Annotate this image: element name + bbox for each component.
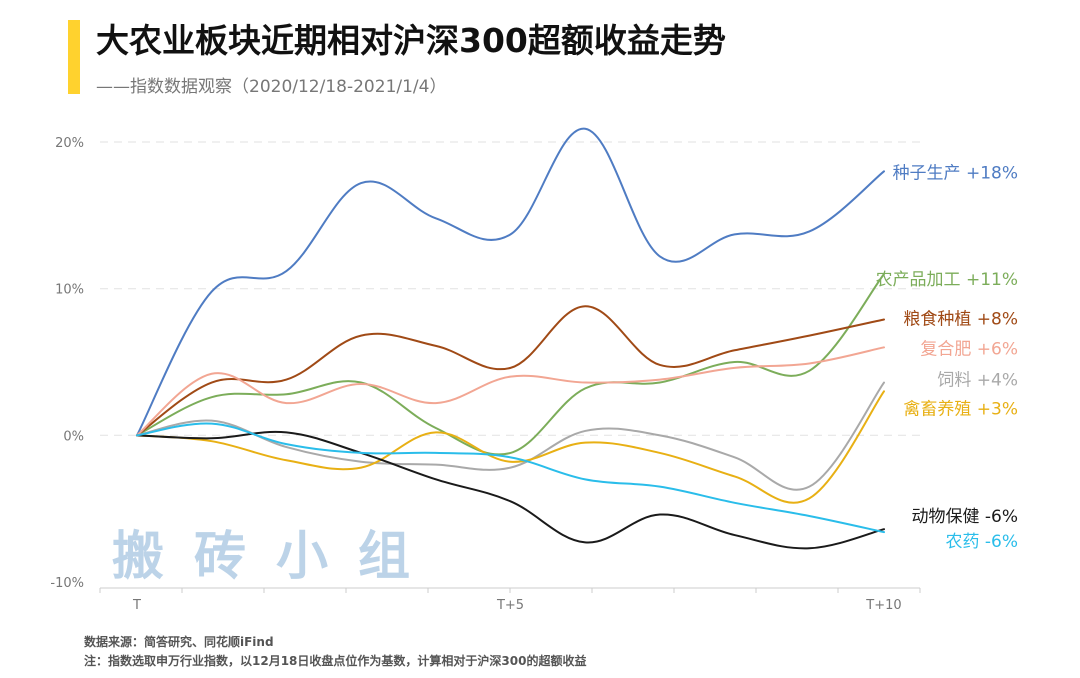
gridlines xyxy=(100,141,920,436)
x-tick-label: T xyxy=(132,598,141,613)
series-label-4: 饲料 +4% xyxy=(937,371,1018,391)
series-line-0 xyxy=(136,127,885,437)
series-line-1 xyxy=(136,273,885,456)
footnote-source: 数据来源：简答研究、同花顺iFind xyxy=(84,635,274,649)
series-line-6 xyxy=(136,430,885,550)
series-label-6: 动物保健 -6% xyxy=(911,507,1018,527)
series-label-1: 农产品加工 +11% xyxy=(876,270,1018,290)
series-label-2: 粮食种植 +8% xyxy=(903,309,1018,329)
y-tick-label: 0% xyxy=(63,429,84,444)
title-accent-bar xyxy=(68,20,80,94)
watermark-text: 搬砖小组 xyxy=(112,527,441,587)
series-label-0: 种子生产 +18% xyxy=(893,163,1018,183)
axes: 20% 10% 0% -10% T T+5 T+10 xyxy=(50,136,921,613)
x-tick-label: T+5 xyxy=(496,598,524,613)
series-line-5 xyxy=(136,390,885,504)
series-line-2 xyxy=(136,305,885,437)
y-tick-label: 20% xyxy=(55,136,84,151)
series-label-7: 农药 -6% xyxy=(945,532,1018,552)
series-lines xyxy=(136,127,885,550)
y-tick-label: 10% xyxy=(55,283,84,298)
footnote-note: 注：指数选取申万行业指数，以12月18日收盘点位作为基数，计算相对于沪深300的… xyxy=(84,654,587,668)
series-line-7 xyxy=(136,422,885,534)
chart-title: 大农业板块近期相对沪深300超额收益走势 xyxy=(96,21,726,60)
series-label-5: 禽畜养殖 +3% xyxy=(903,399,1018,419)
chart-subtitle: ——指数数据观察（2020/12/18-2021/1/4） xyxy=(96,77,447,97)
series-line-3 xyxy=(136,346,885,437)
series-labels: 种子生产 +18% 农产品加工 +11% 粮食种植 +8% 复合肥 +6% 饲料 +4%… xyxy=(876,163,1018,552)
x-tick-label: T+10 xyxy=(865,598,901,613)
series-line-4 xyxy=(136,381,885,491)
series-label-3: 复合肥 +6% xyxy=(920,339,1018,359)
y-tick-label: -10% xyxy=(50,576,84,591)
